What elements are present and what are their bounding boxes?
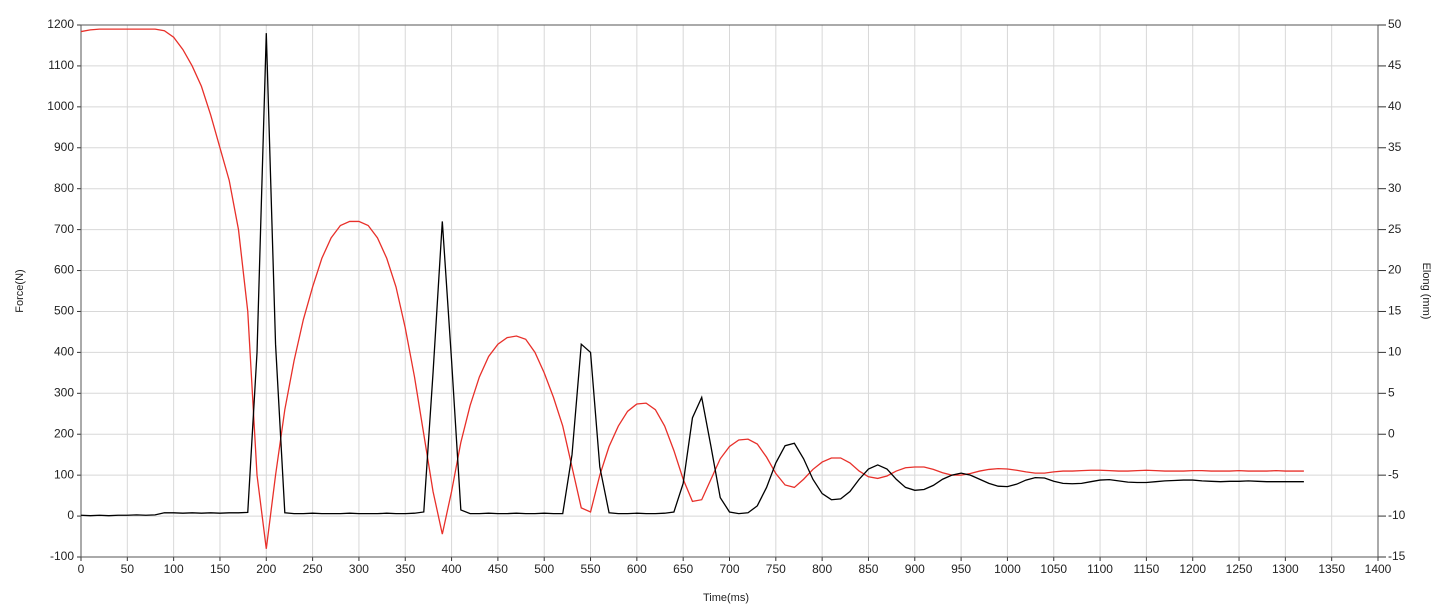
y-tick-label: 100 xyxy=(54,467,74,481)
y2-tick-label: 5 xyxy=(1388,385,1395,399)
x-tick-label: 350 xyxy=(395,562,415,576)
y-tick-label: 0 xyxy=(67,508,74,522)
y-tick-label: 400 xyxy=(54,345,74,359)
x-tick-label: 1400 xyxy=(1365,562,1392,576)
y-tick-label: 1200 xyxy=(47,17,74,31)
x-tick-label: 500 xyxy=(534,562,554,576)
x-tick-label: 850 xyxy=(858,562,878,576)
x-tick-label: 400 xyxy=(442,562,462,576)
y2-axis-title: Elong (mm) xyxy=(1420,263,1432,320)
y2-tick-label: -10 xyxy=(1388,508,1406,522)
x-tick-label: 650 xyxy=(673,562,693,576)
y-tick-label: 700 xyxy=(54,222,74,236)
y2-tick-label: -15 xyxy=(1388,549,1406,563)
y-tick-label: 300 xyxy=(54,385,74,399)
y-tick-label: 1100 xyxy=(48,58,74,72)
x-tick-label: 250 xyxy=(303,562,323,576)
plot-frame xyxy=(80,24,1379,558)
x-tick-label: 1100 xyxy=(1087,562,1113,576)
y-tick-label: 500 xyxy=(54,304,74,318)
data-line xyxy=(80,33,1304,517)
x-tick-label: 750 xyxy=(766,562,786,576)
x-tick-label: 50 xyxy=(121,562,135,576)
y2-tick-label: 10 xyxy=(1388,345,1402,359)
x-tick-label: 1300 xyxy=(1272,562,1299,576)
x-tick-label: 600 xyxy=(627,562,647,576)
x-tick-label: 1250 xyxy=(1226,562,1253,576)
x-tick-label: 700 xyxy=(719,562,739,576)
x-tick-label: 550 xyxy=(581,562,601,576)
y2-tick-label: 30 xyxy=(1388,181,1402,195)
x-tick-label: 950 xyxy=(951,562,971,576)
y-tick-label: 800 xyxy=(54,181,74,195)
x-tick-label: 1150 xyxy=(1133,562,1159,576)
y2-tick-label: 45 xyxy=(1388,58,1402,72)
y2-tick-label: 0 xyxy=(1388,426,1395,440)
x-tick-label: 0 xyxy=(78,562,85,576)
x-tick-label: 1200 xyxy=(1179,562,1206,576)
x-tick-label: 900 xyxy=(905,562,925,576)
x-tick-label: 300 xyxy=(349,562,369,576)
x-tick-label: 150 xyxy=(210,562,230,576)
y2-tick-label: -5 xyxy=(1388,467,1399,481)
y-tick-label: 1000 xyxy=(47,99,74,113)
x-tick-label: 450 xyxy=(488,562,508,576)
y2-tick-label: 25 xyxy=(1388,222,1402,236)
y-tick-label: 200 xyxy=(54,426,74,440)
y-tick-label: 900 xyxy=(54,140,74,154)
x-tick-label: 800 xyxy=(812,562,832,576)
y2-tick-label: 20 xyxy=(1388,263,1402,277)
x-tick-label: 100 xyxy=(164,562,184,576)
y2-tick-label: 15 xyxy=(1388,304,1402,318)
x-tick-label: 200 xyxy=(256,562,276,576)
y-axis-title: Force(N) xyxy=(14,269,26,312)
x-tick-label: 1350 xyxy=(1318,562,1345,576)
y-tick-label: -100 xyxy=(50,549,74,563)
x-tick-label: 1050 xyxy=(1040,562,1067,576)
y2-tick-label: 35 xyxy=(1388,140,1402,154)
y-tick-label: 600 xyxy=(54,263,74,277)
x-axis-title: Time(ms) xyxy=(703,592,749,604)
y2-tick-label: 50 xyxy=(1388,17,1402,31)
y2-tick-label: 40 xyxy=(1388,99,1402,113)
data-line xyxy=(80,28,1304,549)
x-tick-label: 1000 xyxy=(994,562,1021,576)
